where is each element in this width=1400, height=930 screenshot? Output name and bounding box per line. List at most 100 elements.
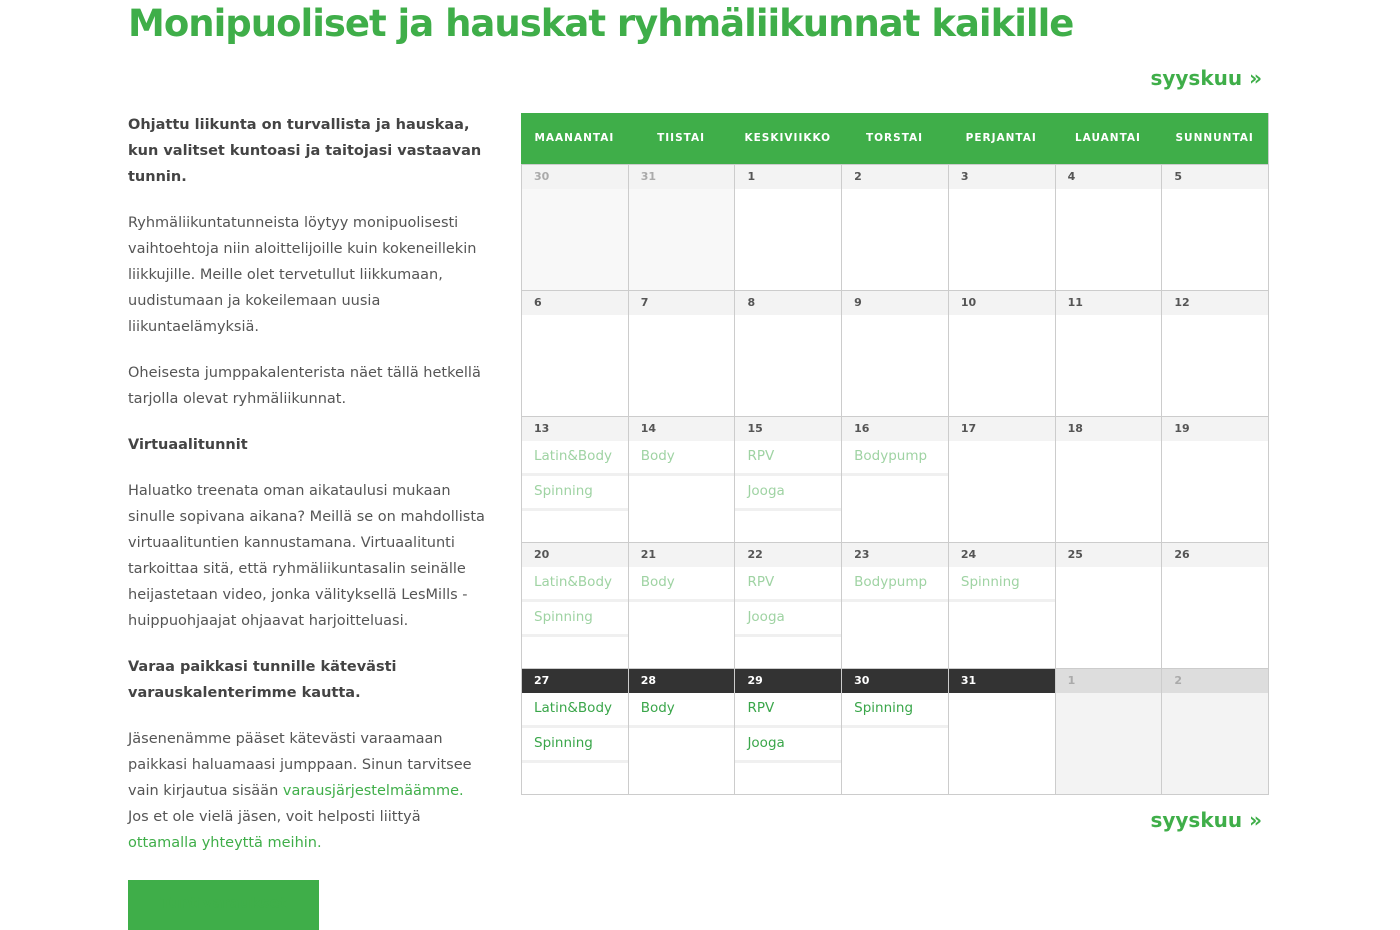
- weekday-label: SUNNUNTAI: [1175, 132, 1254, 144]
- calendar-day: 25: [1054, 543, 1162, 668]
- calendar-day: 30 Spinning: [841, 669, 948, 794]
- calendar-day: 29 RPV Jooga: [734, 669, 842, 794]
- calendar-day: 13 Latin&Body Spinning: [521, 417, 628, 542]
- calendar-day: 16 Bodypump: [841, 417, 948, 542]
- day-number: 21: [628, 543, 735, 567]
- day-number: 7: [628, 291, 735, 315]
- virtual-heading: Virtuaalitunnit: [128, 437, 248, 453]
- weekday-label: LAUANTAI: [1074, 132, 1141, 144]
- class-event[interactable]: Spinning: [842, 693, 948, 728]
- day-number: 18: [1055, 417, 1162, 441]
- class-event[interactable]: Spinning: [522, 602, 628, 637]
- calendar-day: 19: [1161, 417, 1269, 542]
- day-number: 23: [842, 543, 948, 567]
- calendar-week: 6 7 8 9 10 11 12: [521, 290, 1269, 416]
- calendar-day: 26: [1161, 543, 1269, 668]
- day-number: 17: [948, 417, 1055, 441]
- next-month-link-top[interactable]: syyskuu »: [1150, 66, 1262, 90]
- day-number: 8: [735, 291, 842, 315]
- day-number: 16: [842, 417, 948, 441]
- calendar-week: 20 Latin&Body Spinning 21 Body 22 RPV Jooga 23 Bo…: [521, 542, 1269, 668]
- class-event[interactable]: Body: [628, 441, 735, 476]
- contact-link[interactable]: ottamalla yhteyttä meihin.: [128, 835, 322, 851]
- calendar-week: 30 31 1 2 3 4 5: [521, 164, 1269, 290]
- day-number: 3: [948, 165, 1055, 189]
- calendar-week: 27 Latin&Body Spinning 28 Body 29 RPV Jooga 30 Sp…: [521, 668, 1269, 794]
- weekday-header: MAANANTAI TIISTAI KESKIVIIKKO TORSTAI PERJAN…: [521, 113, 1268, 164]
- day-number: 22: [735, 543, 842, 567]
- next-month-link-bottom[interactable]: syyskuu »: [1150, 808, 1262, 832]
- day-number: 29: [735, 669, 842, 693]
- class-event[interactable]: Jooga: [735, 476, 842, 511]
- class-event[interactable]: Spinning: [522, 476, 628, 511]
- day-number: 6: [522, 291, 628, 315]
- calendar-day: 21 Body: [627, 543, 735, 668]
- class-event[interactable]: Jooga: [735, 602, 842, 637]
- calendar-day: 20 Latin&Body Spinning: [521, 543, 628, 668]
- class-event[interactable]: RPV: [735, 441, 842, 476]
- booking-paragraph: Jäsenenämme pääset kätevästi varaamaan p…: [128, 726, 488, 856]
- class-event[interactable]: Spinning: [522, 728, 628, 763]
- class-event[interactable]: Latin&Body: [522, 441, 628, 476]
- day-number: 10: [948, 291, 1055, 315]
- calendar-day: 5: [1161, 165, 1269, 290]
- calendar-day: 4: [1054, 165, 1162, 290]
- weekday-label: KESKIVIIKKO: [744, 132, 832, 144]
- class-calendar: MAANANTAI TIISTAI KESKIVIIKKO TORSTAI PERJAN…: [521, 113, 1269, 795]
- class-event[interactable]: Latin&Body: [522, 693, 628, 728]
- calendar-day: 9: [841, 291, 948, 416]
- day-number: 30: [842, 669, 948, 693]
- calendar-day: 1: [734, 165, 842, 290]
- day-number: 19: [1162, 417, 1269, 441]
- class-event[interactable]: Jooga: [735, 728, 842, 763]
- day-number: 31: [628, 165, 735, 189]
- intro-lead: Ohjattu liikunta on turvallista ja hausk…: [128, 117, 482, 185]
- calendar-day: 18: [1054, 417, 1162, 542]
- day-number: 13: [522, 417, 628, 441]
- calendar-day: 23 Bodypump: [841, 543, 948, 668]
- intro-text: Ohjattu liikunta on turvallista ja hausk…: [128, 112, 488, 930]
- day-number: 2: [842, 165, 948, 189]
- day-number: 25: [1055, 543, 1162, 567]
- class-event[interactable]: Spinning: [948, 567, 1055, 602]
- calendar-day: 31: [627, 165, 735, 290]
- day-number: 28: [628, 669, 735, 693]
- class-event[interactable]: Body: [628, 567, 735, 602]
- text: Jos et ole vielä jäsen, voit helposti li…: [128, 809, 421, 825]
- calendar-day: 28 Body: [627, 669, 735, 794]
- class-event[interactable]: RPV: [735, 693, 842, 728]
- day-number: 31: [948, 669, 1055, 693]
- calendar-day: 12: [1161, 291, 1269, 416]
- weekday-label: PERJANTAI: [965, 132, 1037, 144]
- calendar-day: 27 Latin&Body Spinning: [521, 669, 628, 794]
- weekday-label: MAANANTAI: [534, 132, 615, 144]
- calendar-day: 30: [521, 165, 628, 290]
- calendar-day: 11: [1054, 291, 1162, 416]
- calendar-day: 15 RPV Jooga: [734, 417, 842, 542]
- day-number: 9: [842, 291, 948, 315]
- booking-lead: Varaa paikkasi tunnille kätevästi varaus…: [128, 659, 397, 701]
- day-number: 1: [735, 165, 842, 189]
- calendar-day: 10: [947, 291, 1055, 416]
- calendar-week: 13 Latin&Body Spinning 14 Body 15 RPV Jooga 16 Bo…: [521, 416, 1269, 542]
- calendar-day: 2: [841, 165, 948, 290]
- class-event[interactable]: Bodypump: [842, 441, 948, 476]
- intro-paragraph: Ryhmäliikuntatunneista löytyy monipuolis…: [128, 215, 477, 335]
- bookings-button[interactable]: Tuntivaraukset: [128, 880, 319, 930]
- calendar-day: 24 Spinning: [947, 543, 1055, 668]
- day-number: 26: [1162, 543, 1269, 567]
- booking-system-link[interactable]: varausjärjestelmäämme.: [282, 783, 464, 799]
- class-event[interactable]: Latin&Body: [522, 567, 628, 602]
- calendar-day: 3: [947, 165, 1055, 290]
- weekday-label: TORSTAI: [865, 132, 924, 144]
- day-number: 1: [1055, 669, 1162, 693]
- virtual-paragraph: Haluatko treenata oman aikataulusi mukaa…: [128, 483, 485, 629]
- class-event[interactable]: RPV: [735, 567, 842, 602]
- day-number: 5: [1162, 165, 1269, 189]
- day-number: 27: [522, 669, 628, 693]
- class-event[interactable]: Bodypump: [842, 567, 948, 602]
- day-number: 24: [948, 543, 1055, 567]
- calendar-day: 7: [627, 291, 735, 416]
- day-number: 20: [522, 543, 628, 567]
- class-event[interactable]: Body: [628, 693, 735, 728]
